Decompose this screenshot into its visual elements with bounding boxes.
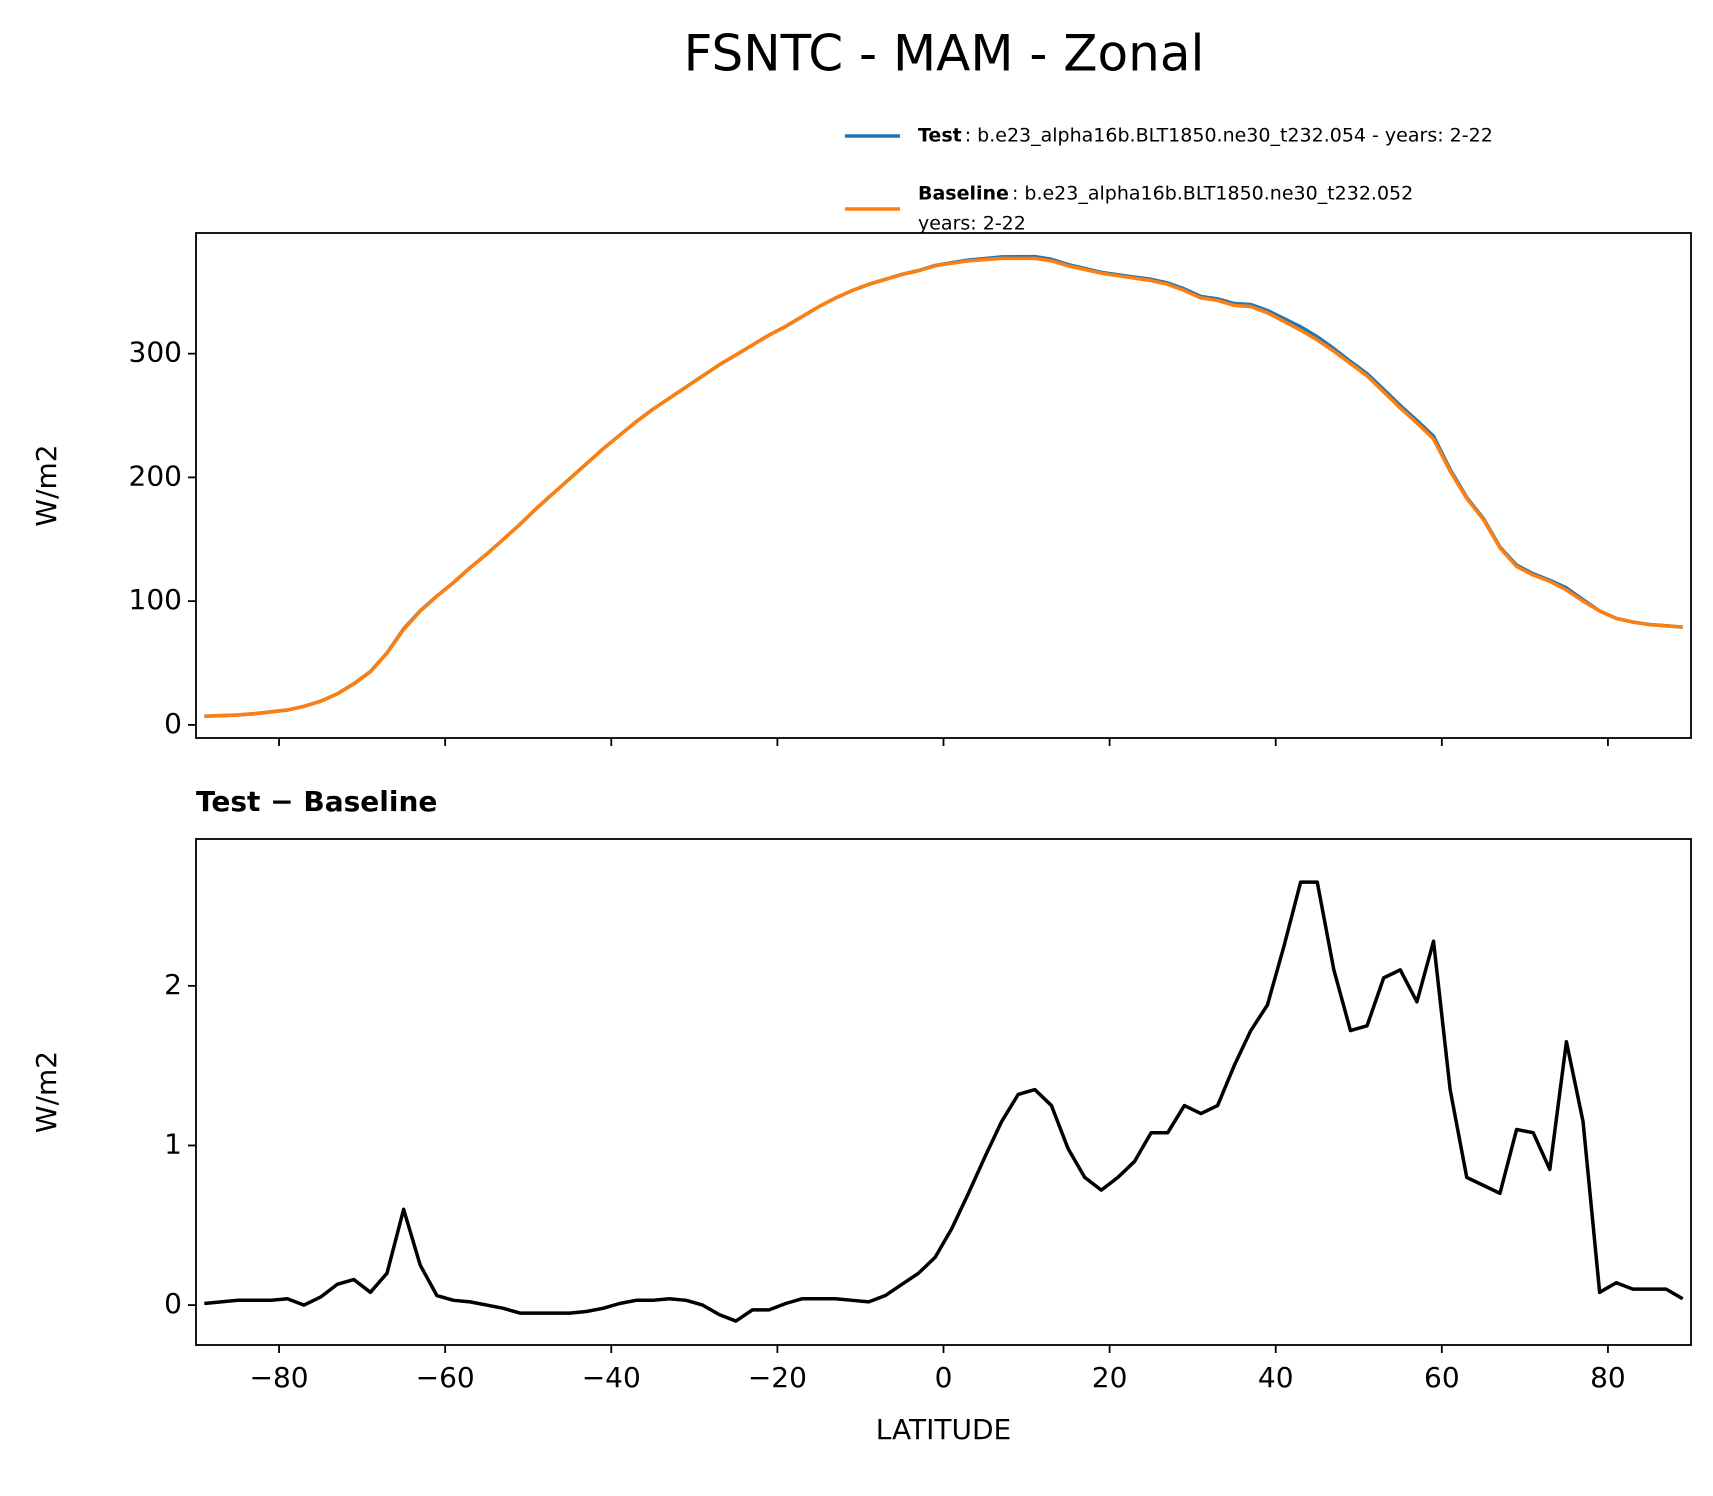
legend-name: Test [918, 125, 962, 147]
axes-frame [195, 838, 1692, 1346]
x-tick-label: 60 [1424, 1361, 1460, 1394]
x-tick-label: −80 [250, 1361, 309, 1394]
legend-name: Baseline [918, 183, 1009, 205]
y-tick-label: 1 [164, 1127, 182, 1160]
y-tick-label: 300 [129, 336, 182, 369]
legend-text: : b.e23_alpha16b.BLT1850.ne30_t232.052 [1012, 183, 1413, 205]
y-axis-label: W/m2 [30, 1051, 63, 1133]
legend-text: years: 2-22 [918, 213, 1026, 235]
series-line [204, 880, 1684, 1323]
series-line [204, 256, 1683, 718]
y-tick-label: 2 [164, 968, 182, 1001]
y-tick-label: 0 [164, 707, 182, 740]
x-axis-label: LATITUDE [876, 1413, 1011, 1446]
legend-text: : b.e23_alpha16b.BLT1850.ne30_t232.054 -… [965, 125, 1493, 147]
axes-title: Test − Baseline [196, 785, 437, 818]
x-tick-label: 0 [935, 1361, 953, 1394]
axes-frame [195, 232, 1692, 739]
x-tick-label: 80 [1590, 1361, 1626, 1394]
x-tick-label: −60 [416, 1361, 475, 1394]
x-tick-label: 20 [1092, 1361, 1128, 1394]
y-tick-label: 200 [129, 459, 182, 492]
x-tick-label: 40 [1258, 1361, 1294, 1394]
figure-title: FSNTC - MAM - Zonal [684, 25, 1205, 83]
y-tick-label: 100 [129, 583, 182, 616]
x-tick-label: −20 [748, 1361, 807, 1394]
y-tick-label: 0 [164, 1287, 182, 1320]
y-axis-label: W/m2 [30, 444, 63, 526]
x-tick-label: −40 [582, 1361, 641, 1394]
